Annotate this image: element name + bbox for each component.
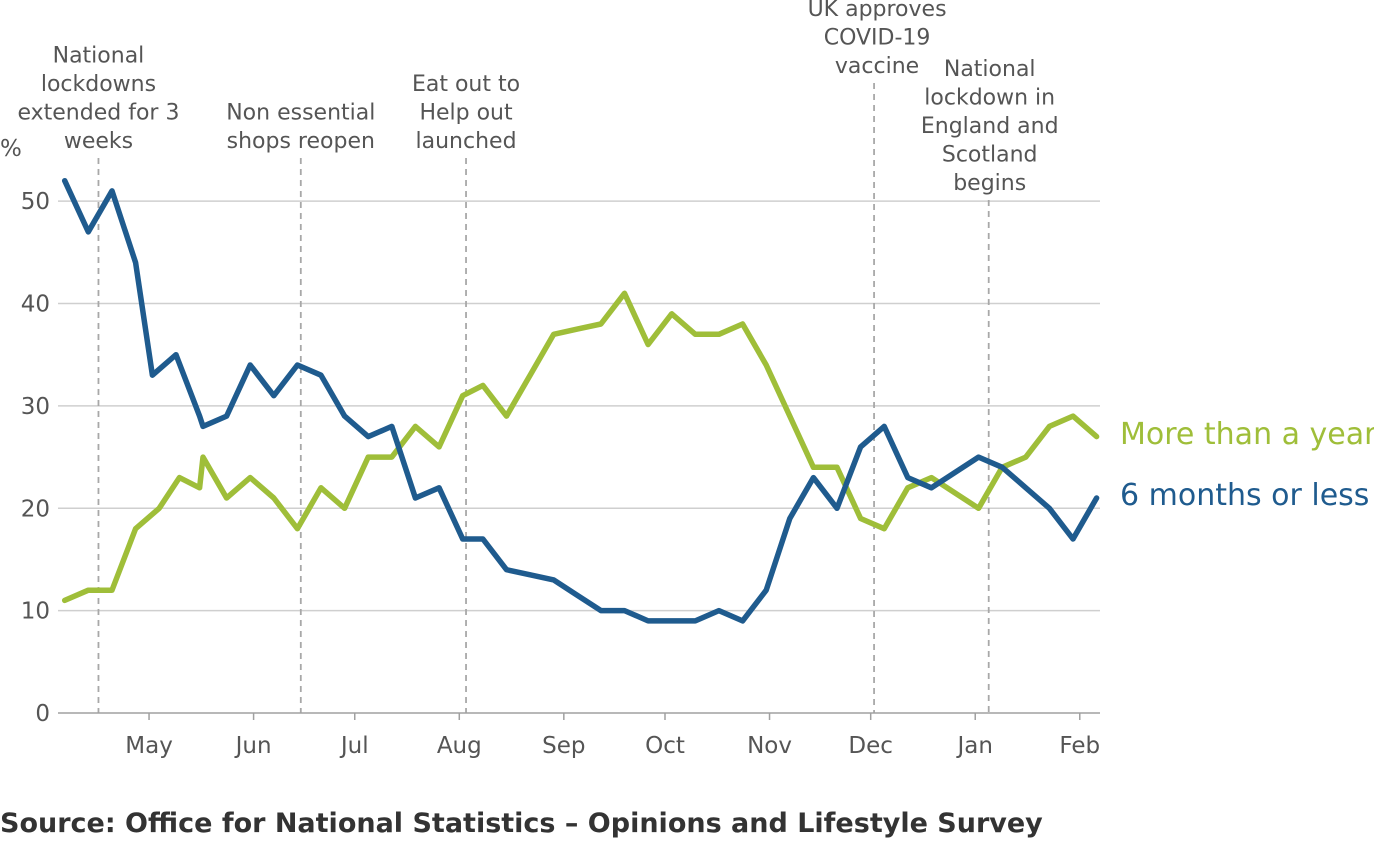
event-annotation: England and xyxy=(921,114,1059,139)
x-tick-label: Jun xyxy=(234,733,272,759)
event-annotation: Help out xyxy=(419,101,513,126)
event-markers: National lockdowns extended for 3 weeks Non … xyxy=(17,0,1059,713)
event-annotation: lockdown in xyxy=(924,86,1055,111)
event-annotation: Scotland xyxy=(942,143,1038,168)
legend-label: More than a year xyxy=(1120,417,1374,452)
event-annotation: UK approves xyxy=(808,0,947,22)
x-tick-label: Oct xyxy=(645,733,685,759)
x-tick-label: Feb xyxy=(1059,733,1100,759)
event-annotation: vaccine xyxy=(835,54,919,79)
y-tick-label: 0 xyxy=(35,701,50,727)
x-tick-label: Sep xyxy=(542,733,585,759)
source-note: Source: Office for National Statistics –… xyxy=(0,808,1043,839)
event-annotation: National xyxy=(53,44,145,69)
series-line xyxy=(61,177,1100,624)
axes: 0 10 20 30 40 50% May Jun Jul Aug Sep Oct Nov Dec Jan F… xyxy=(0,136,1100,759)
series-line xyxy=(61,290,1100,604)
event-annotation: National xyxy=(944,57,1036,82)
y-tick-label: 10 xyxy=(21,599,50,625)
x-tick-label: Jan xyxy=(955,733,992,759)
y-tick-label: 30 xyxy=(21,394,50,420)
y-tick-label: 20 xyxy=(21,496,50,522)
event-annotation: extended for 3 xyxy=(17,101,179,126)
y-tick-label: 40 xyxy=(21,292,50,318)
legend: More than a year 6 months or less xyxy=(1120,417,1374,513)
event-annotation: Eat out to xyxy=(412,72,520,97)
grid-lines xyxy=(58,200,1100,612)
x-tick-label: Aug xyxy=(437,733,482,759)
y-tick-label: 50 xyxy=(21,189,50,215)
legend-label: 6 months or less xyxy=(1120,478,1369,513)
event-annotation: launched xyxy=(416,129,517,154)
y-axis-label: % xyxy=(0,136,22,162)
x-tick-label: May xyxy=(125,733,173,759)
x-tick-label: Dec xyxy=(848,733,893,759)
event-annotation: Non essential xyxy=(226,101,375,126)
event-annotation: begins xyxy=(953,171,1026,196)
series-lines xyxy=(61,177,1100,624)
event-annotation: lockdowns xyxy=(41,72,156,97)
x-tick-label: Nov xyxy=(747,733,792,759)
event-annotation: weeks xyxy=(64,129,133,154)
line-chart: National lockdowns extended for 3 weeks Non … xyxy=(0,0,1374,759)
x-tick-label: Jul xyxy=(339,733,369,759)
event-annotation: shops reopen xyxy=(227,129,375,154)
event-annotation: COVID-19 xyxy=(824,26,931,51)
